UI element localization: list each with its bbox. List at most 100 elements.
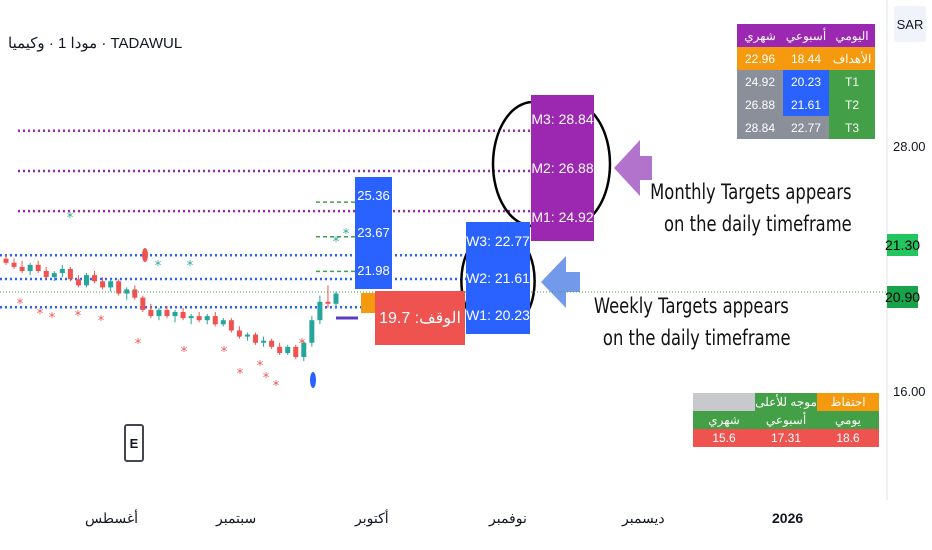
candle-body bbox=[196, 316, 202, 321]
weekly-callout: Weekly Targets appears on the daily time… bbox=[592, 290, 791, 354]
tt-r2-c2: 20.23 bbox=[783, 70, 829, 93]
candle-body bbox=[11, 262, 17, 267]
candle-body bbox=[285, 346, 291, 353]
candle-body bbox=[180, 312, 186, 319]
candle-body bbox=[67, 268, 73, 280]
signal-asterisk: * bbox=[75, 309, 82, 324]
x-label-sep: سبتمبر bbox=[216, 510, 257, 526]
candle-body bbox=[317, 301, 323, 321]
price-tag-high: 21.30 bbox=[885, 234, 920, 256]
signal-drop-up bbox=[310, 372, 316, 388]
symbol-title[interactable]: مودا 1 · وكيميا · TADAWUL bbox=[8, 35, 183, 52]
tt-r1-c2: 18.44 bbox=[783, 47, 829, 70]
candle-body bbox=[148, 309, 154, 317]
st-r2-c1: 15.6 bbox=[693, 429, 755, 447]
weekly-callout-line2: on the daily timeframe bbox=[602, 326, 791, 350]
monthly-target-m1: M1: 24.92 bbox=[531, 208, 594, 225]
stop-loss-box: الوقف: 19.7 bbox=[375, 291, 465, 345]
monthly-callout: Monthly Targets appears on the daily tim… bbox=[650, 176, 852, 240]
signal-drop-down bbox=[142, 248, 148, 262]
st-r2-c2: 17.31 bbox=[755, 429, 817, 447]
candle-body bbox=[132, 289, 138, 298]
signal-asterisk: * bbox=[187, 259, 194, 274]
status-table: موجه للأعلى احتفاظ شهري أسبوعي يومي 15.6… bbox=[693, 393, 879, 447]
candles bbox=[3, 254, 339, 362]
monthly-target-m3: M3: 28.84 bbox=[531, 111, 594, 128]
candle-body bbox=[333, 293, 339, 304]
y-tick-28: 28.00 bbox=[893, 139, 926, 154]
candle-body bbox=[293, 346, 299, 358]
candle-body bbox=[19, 266, 25, 271]
candle-body bbox=[83, 275, 89, 286]
earnings-event-marker[interactable]: E bbox=[124, 424, 144, 462]
candle-body bbox=[325, 301, 331, 304]
x-label-aug: أغسطس bbox=[85, 510, 139, 526]
tt-r3-c1: 26.88 bbox=[737, 93, 783, 116]
st-r1-c1: شهري bbox=[693, 411, 755, 429]
candle-body bbox=[236, 330, 242, 337]
daily-targets-box: 25.36 23.67 21.98 bbox=[355, 177, 392, 289]
candle-body bbox=[212, 316, 218, 325]
tt-r1-c1: 22.96 bbox=[737, 47, 783, 70]
tt-r4-c2: 22.77 bbox=[783, 116, 829, 139]
signal-asterisk: * bbox=[299, 337, 306, 352]
tt-h-monthly: شهري bbox=[737, 24, 783, 47]
candle-body bbox=[35, 264, 41, 271]
candle-body bbox=[116, 281, 122, 294]
x-label-oct: أكتوبر bbox=[355, 510, 389, 526]
candle-body bbox=[100, 281, 106, 288]
currency-label[interactable]: SAR bbox=[894, 6, 926, 42]
candle-body bbox=[244, 334, 250, 337]
weekly-callout-line1: Weekly Targets appears bbox=[593, 294, 789, 318]
candle-body bbox=[269, 340, 275, 347]
candle-body bbox=[253, 334, 259, 343]
weekly-arrow-icon bbox=[541, 256, 580, 308]
price-tag-last: 20.90 bbox=[885, 286, 920, 308]
monthly-target-m2: M2: 26.88 bbox=[531, 159, 594, 176]
st-r0-c3: احتفاظ bbox=[817, 393, 879, 411]
candle-body bbox=[277, 346, 283, 353]
daily-target-3: 25.36 bbox=[357, 188, 390, 204]
signal-asterisk: * bbox=[49, 311, 56, 326]
y-tick-16: 16.00 bbox=[893, 384, 926, 399]
candle-body bbox=[140, 297, 146, 310]
x-label-2026: 2026 bbox=[772, 510, 804, 526]
candle-body bbox=[301, 342, 307, 358]
candle-body bbox=[261, 340, 267, 343]
candle-body bbox=[156, 309, 162, 317]
candle-body bbox=[3, 258, 9, 263]
candle-body bbox=[51, 273, 57, 278]
candle-body bbox=[220, 320, 226, 325]
signal-asterisk: * bbox=[343, 227, 350, 242]
signal-asterisk: * bbox=[263, 371, 270, 386]
candle-body bbox=[204, 316, 210, 321]
candle-body bbox=[309, 320, 315, 343]
candle-body bbox=[27, 264, 33, 271]
candle-body bbox=[108, 281, 114, 288]
weekly-target-w3: W3: 22.77 bbox=[466, 232, 530, 249]
st-r1-c2: أسبوعي bbox=[755, 411, 817, 429]
tt-r1-c3: الأهداف bbox=[829, 47, 875, 70]
st-r2-c3: 18.6 bbox=[817, 429, 879, 447]
st-r1-c3: يومي bbox=[817, 411, 879, 429]
signal-asterisk: * bbox=[237, 367, 244, 382]
candle-body bbox=[43, 271, 49, 278]
candle-body bbox=[188, 316, 194, 319]
target-levels bbox=[0, 129, 532, 309]
candle-body bbox=[228, 320, 234, 331]
tt-r3-c3: T2 bbox=[829, 93, 875, 116]
monthly-callout-line1: Monthly Targets appears bbox=[650, 180, 852, 204]
daily-target-1: 21.98 bbox=[357, 262, 390, 278]
tt-r2-c3: T1 bbox=[829, 70, 875, 93]
tt-r4-c3: T3 bbox=[829, 116, 875, 139]
tt-h-weekly: أسبوعي bbox=[783, 24, 829, 47]
monthly-callout-line2: on the daily timeframe bbox=[664, 212, 852, 236]
st-r0-c1 bbox=[693, 393, 755, 411]
signal-asterisk: * bbox=[37, 307, 44, 322]
tt-r2-c1: 24.92 bbox=[737, 70, 783, 93]
candle-body bbox=[75, 279, 81, 286]
candle-body bbox=[59, 268, 65, 274]
signal-asterisk: * bbox=[155, 259, 162, 274]
signal-asterisk: * bbox=[221, 345, 228, 360]
